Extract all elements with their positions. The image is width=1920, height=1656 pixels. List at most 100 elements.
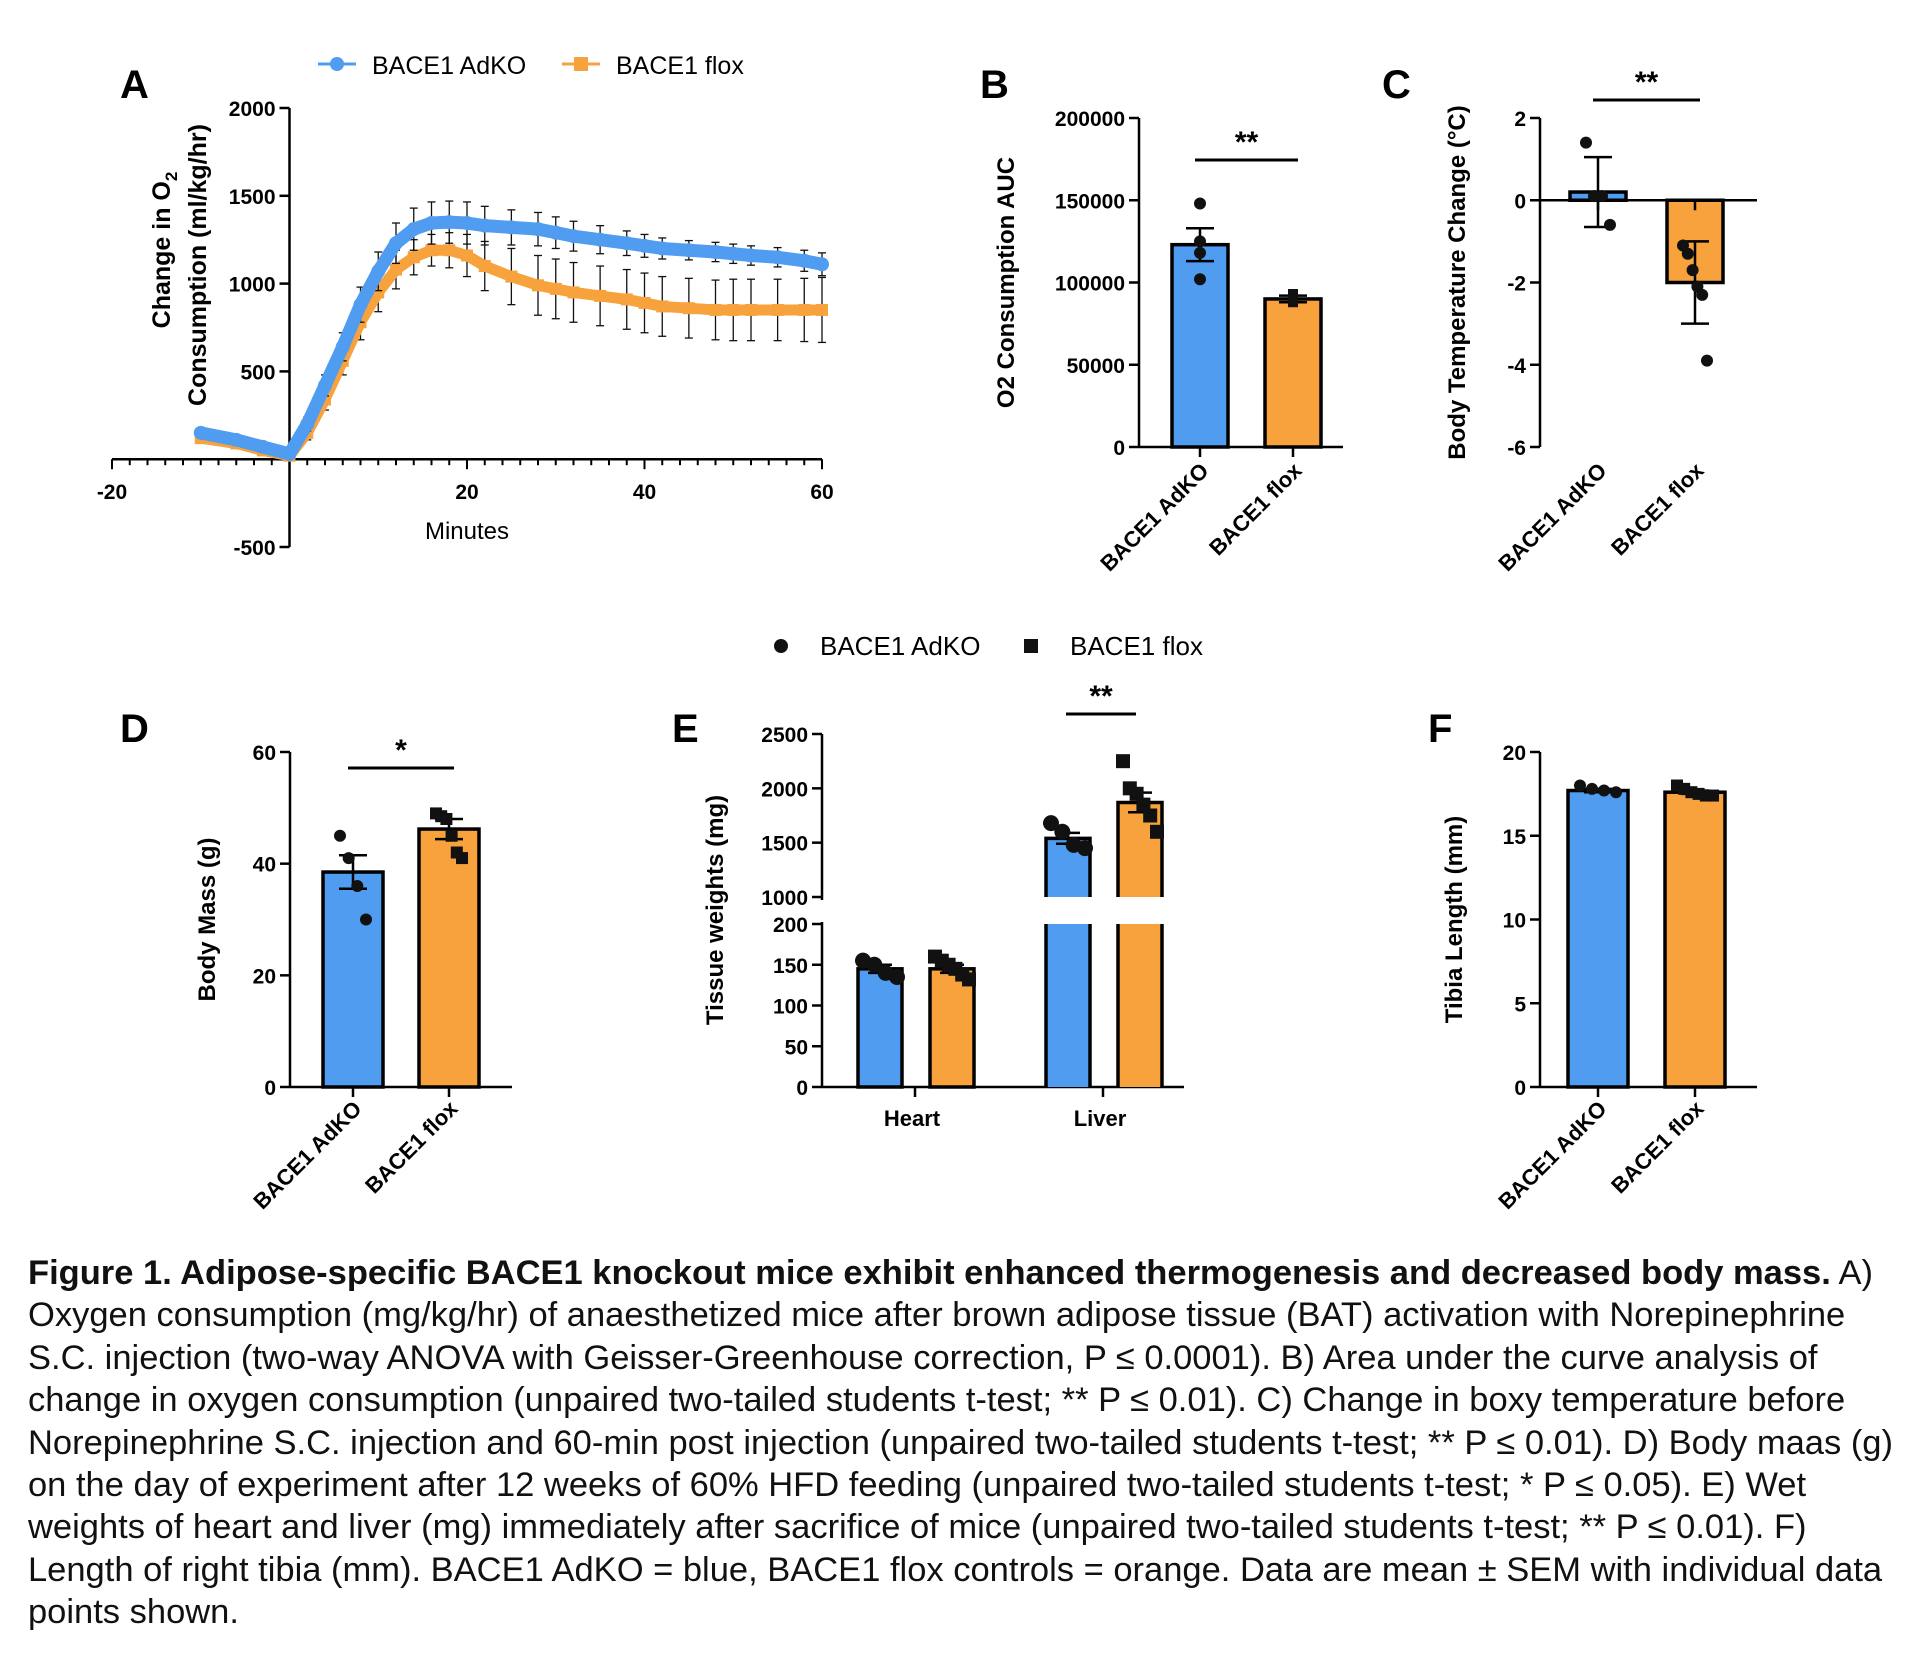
- legend-mid-adko-marker: [774, 639, 788, 653]
- f-bar-1: [1663, 790, 1727, 1089]
- d-data-point: [456, 852, 468, 865]
- a-adko-point: [504, 220, 519, 235]
- e-bar-lower-segment: [1118, 924, 1162, 1087]
- a-flox-point: [727, 303, 740, 316]
- a-x-tick-label: 60: [810, 481, 833, 504]
- c-y-tick-label: 0: [1514, 190, 1526, 213]
- a-adko-point: [744, 248, 758, 263]
- legend-top-flox: BACE1 flox: [616, 52, 744, 80]
- f-data-point: [1598, 784, 1610, 797]
- a-flox-point: [425, 244, 438, 257]
- caption-title: Figure 1. Adipose-specific BACE1 knockou…: [28, 1254, 1831, 1292]
- a-adko-point: [681, 243, 696, 258]
- panel-e-bar-chart: 1000 1500 2000 2500 0 50 100 150 200 Tissue weigh…: [702, 680, 1184, 1131]
- a-y-axis-label-2: Consumption (ml/kg/hr): [184, 124, 212, 406]
- panel-label-c: C: [1382, 63, 1411, 107]
- a-adko-point: [406, 222, 421, 237]
- a-adko-point: [300, 417, 315, 432]
- d-y-axis-label: Body Mass (g): [194, 837, 221, 1001]
- panel-a-line-chart: -500 500 1000 1500 2000 -20 20 40 60 Minutes Chang…: [97, 98, 834, 560]
- e-y-tick-label: 1500: [761, 833, 808, 856]
- figure-caption: Figure 1. Adipose-specific BACE1 knockou…: [28, 1252, 1908, 1634]
- e-data-point: [1077, 840, 1093, 857]
- a-y-label-text: Change in O: [148, 181, 176, 328]
- caption-text: A) Oxygen consumption (mg/kg/hr) of anae…: [28, 1254, 1893, 1632]
- f-y-axis-label: Tibia Length (mm): [1441, 816, 1468, 1024]
- a-adko-point: [193, 425, 208, 440]
- e-bar-lower-segment: [1046, 924, 1090, 1087]
- d-bar-1: [417, 827, 481, 1089]
- a-adko-point: [353, 297, 368, 312]
- d-bar-0: [321, 870, 385, 1089]
- a-flox-point: [505, 270, 518, 283]
- a-flox-point: [656, 300, 669, 313]
- legend-mid-flox: BACE1 flox: [1070, 631, 1203, 661]
- a-adko-point: [593, 232, 608, 247]
- a-flox-point: [549, 282, 562, 295]
- panel-label-f: F: [1428, 707, 1452, 751]
- a-flox-point: [567, 286, 580, 299]
- figure-canvas: BACE1 AdKO BACE1 flox BACE1 AdKO BACE1 f…: [97, 52, 1757, 1214]
- e-category-label-1: Liver: [1074, 1106, 1127, 1131]
- panel-label-a: A: [120, 63, 149, 107]
- b-category-label-1: BACE1 flox: [1204, 457, 1307, 560]
- a-adko-point: [708, 244, 723, 259]
- a-adko-point: [460, 216, 474, 231]
- f-data-point: [1586, 782, 1598, 795]
- panel-b-bar-chart: 0 50000 100000 150000 200000 BACE1 AdKOBACE1 …: [993, 108, 1343, 576]
- a-adko-point: [229, 432, 244, 447]
- a-y-tick-label: 1000: [229, 274, 276, 297]
- f-y-tick-label: 5: [1514, 993, 1526, 1016]
- c-significance-mark: **: [1635, 66, 1659, 99]
- legend-marker-flox: [574, 57, 588, 71]
- e-data-point: [1054, 823, 1071, 840]
- a-y-tick-label: 500: [240, 361, 275, 384]
- a-flox-point: [682, 302, 695, 315]
- b-y-tick-label: 200000: [1055, 108, 1125, 131]
- c-category-label-1: BACE1 flox: [1606, 457, 1709, 560]
- c-data-point: [1681, 247, 1694, 260]
- a-adko-point: [655, 241, 670, 256]
- f-y-tick-label: 0: [1514, 1077, 1526, 1100]
- a-flox-point: [532, 279, 544, 292]
- d-y-tick-label: 20: [253, 965, 276, 988]
- a-adko-point: [566, 229, 581, 244]
- a-flox-point: [745, 303, 757, 316]
- e-data-point: [866, 956, 883, 973]
- a-adko-point: [442, 215, 457, 230]
- b-y-axis-label: O2 Consumption AUC: [993, 157, 1020, 408]
- b-data-point: [1194, 197, 1206, 210]
- a-y-axis-label-1: Change in O2: [148, 172, 181, 329]
- d-data-point: [445, 829, 458, 842]
- f-category-label-0: BACE1 AdKO: [1493, 1096, 1611, 1214]
- c-y-tick-label: 2: [1514, 108, 1526, 131]
- f-data-point: [1574, 779, 1586, 792]
- a-flox-point: [461, 249, 473, 262]
- a-flox-point: [407, 251, 420, 264]
- d-data-point: [342, 852, 355, 865]
- panel-label-b: B: [980, 63, 1009, 107]
- c-y-tick-label: -6: [1507, 437, 1526, 460]
- a-adko-point: [797, 253, 812, 268]
- a-adko-point: [255, 439, 270, 454]
- e-y-tick-label: 0: [796, 1077, 808, 1100]
- e-y-tick-label: 200: [773, 914, 808, 937]
- a-x-axis-label: Minutes: [425, 518, 509, 545]
- b-data-point: [1194, 235, 1206, 248]
- a-adko-point: [371, 264, 386, 279]
- c-data-point: [1580, 136, 1592, 149]
- e-data-point: [1136, 797, 1151, 812]
- b-data-point: [1194, 273, 1206, 286]
- c-y-axis-label: Body Temperature Change (°C): [1444, 105, 1471, 460]
- b-data-point: [1288, 297, 1298, 308]
- e-bar: [856, 967, 904, 1089]
- b-y-tick-label: 100000: [1055, 273, 1125, 296]
- d-data-point: [360, 913, 372, 926]
- a-adko-point: [531, 222, 545, 237]
- a-flox-point: [594, 289, 607, 302]
- a-y-tick-label: 2000: [229, 98, 276, 121]
- d-y-tick-label: 40: [253, 854, 276, 877]
- f-data-point: [1610, 786, 1622, 799]
